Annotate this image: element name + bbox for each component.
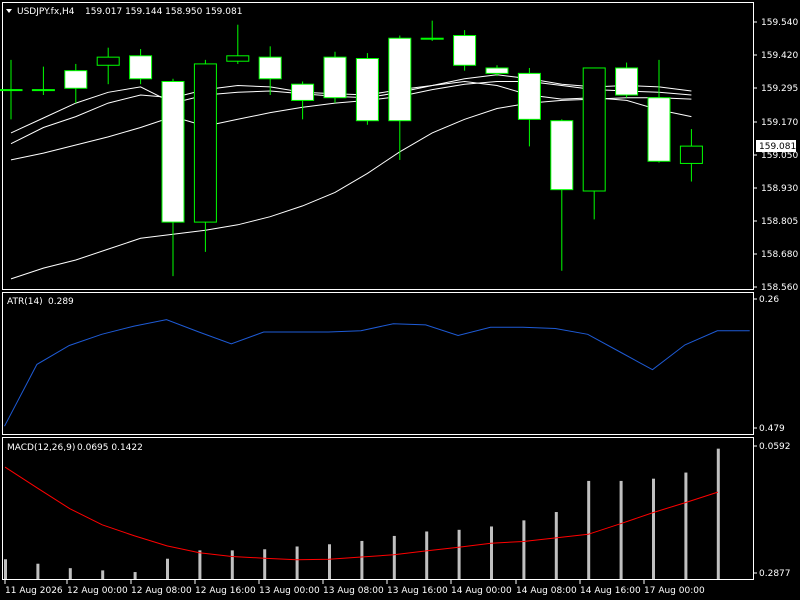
macd-title: MACD(12,26,9) (7, 443, 75, 453)
time-tick-label: 14 Aug 16:00 (580, 586, 641, 596)
time-tick-label: 13 Aug 08:00 (323, 586, 384, 596)
candle-body-bullish (679, 145, 703, 164)
candle-body-bearish (129, 55, 153, 80)
atr-tick-label: 0.479 (759, 424, 785, 434)
macd-histogram-bar (4, 559, 7, 579)
candle-body-bullish (193, 63, 217, 223)
candle-body-bullish (0, 89, 23, 92)
macd-signal-line (4, 466, 718, 561)
candle-body-bullish (420, 37, 444, 40)
macd-histogram-bar (457, 529, 461, 579)
time-tick-label: 17 Aug 00:00 (644, 586, 705, 596)
macd-histogram-bar (230, 550, 234, 579)
candlesticks (0, 20, 703, 277)
macd-histogram-bar (554, 512, 558, 579)
macd-histogram-bar (166, 558, 169, 579)
candle-body-bearish (453, 35, 477, 66)
macd-histogram-bar (684, 472, 688, 579)
time-tick-label: 14 Aug 00:00 (451, 586, 512, 596)
macd-histogram-bar (716, 448, 720, 579)
candle-body-bearish (291, 83, 315, 101)
macd-indicator: 0.2877 0.0592 (4, 442, 791, 579)
price-tick-label: 158.805 (761, 217, 798, 227)
moving-average-line-1 (10, 81, 692, 161)
current-price-tag: 159.081 (759, 142, 796, 152)
price-tick-label: 159.540 (761, 18, 798, 28)
macd-tick-label: 0.2877 (759, 569, 791, 579)
macd-histogram-bar (392, 535, 396, 579)
macd-histogram-bar (425, 531, 429, 579)
candle-body-bearish (388, 37, 412, 122)
candle-body-bearish (258, 56, 282, 80)
time-axis: 11 Aug 2026 12 Aug 00:00 12 Aug 08:00 12 Au… (4, 580, 705, 596)
moving-average-line-3 (10, 80, 692, 134)
candle-body-bullish (226, 55, 250, 62)
macd-histogram-bar (295, 546, 299, 579)
symbol-label: USDJPY.fx,H4 (17, 7, 75, 17)
price-tick-label: 159.420 (761, 51, 798, 61)
candle-body-bearish (64, 70, 88, 89)
candle-body-bearish (485, 67, 509, 74)
candle-body-bearish (550, 120, 574, 191)
macd-histogram-bar (133, 572, 137, 579)
atr-tick-label: 0.26 (759, 295, 779, 305)
price-panel-frame (2, 2, 754, 290)
macd-histogram-bar (328, 544, 331, 579)
time-tick-label: 12 Aug 08:00 (131, 586, 192, 596)
macd-histogram-bar (263, 549, 267, 579)
candle-body-bullish (96, 56, 120, 66)
candle-body-bearish (161, 80, 185, 223)
macd-histogram-bar (36, 563, 40, 579)
price-tick-label: 158.930 (761, 184, 798, 194)
candle-body-bullish (31, 89, 55, 92)
price-tick-label: 158.560 (761, 283, 798, 293)
atr-value: 0.289 (48, 297, 74, 307)
price-tick-label: 159.295 (761, 84, 798, 94)
atr-indicator: 0.479 0.26 (4, 295, 785, 434)
candle-body-bearish (615, 67, 639, 96)
price-tick-label: 158.680 (761, 250, 798, 260)
macd-histogram-bar (587, 480, 591, 579)
time-tick-label: 11 Aug 2026 (5, 586, 63, 596)
candle-body-bearish (647, 97, 671, 162)
price-axis: 159.540 159.420 159.295 159.170 159.050 158.9… (753, 18, 798, 293)
macd-values: 0.0695 0.1422 (77, 443, 143, 453)
time-tick-label: 13 Aug 00:00 (259, 586, 320, 596)
price-tick-label: 159.050 (761, 151, 798, 161)
candle-body-bearish (355, 58, 379, 122)
macd-histogram-bar (198, 550, 202, 579)
candle-body-bearish (517, 72, 541, 120)
macd-panel-frame (2, 437, 754, 580)
macd-histogram-bar (652, 478, 655, 579)
macd-histogram-bar (619, 480, 623, 579)
price-tick-label: 159.170 (761, 118, 798, 128)
moving-average-line-2 (10, 74, 692, 145)
candle-body-bullish (582, 67, 606, 192)
macd-tick-label: 0.0592 (759, 442, 791, 452)
time-tick-label: 14 Aug 08:00 (516, 586, 577, 596)
atr-title: ATR(14) (7, 297, 43, 307)
atr-panel-frame (2, 292, 754, 435)
ohlc-values: 159.017 159.144 158.950 159.081 (85, 7, 242, 17)
moving-average-line-4 (10, 97, 692, 280)
current-price-tag-bg (756, 140, 796, 152)
macd-histogram-bar (360, 540, 364, 579)
time-tick-label: 12 Aug 16:00 (195, 586, 256, 596)
candle-body-bearish (323, 56, 347, 99)
atr-line (4, 319, 750, 427)
macd-histogram-bar (490, 526, 493, 579)
macd-histogram-bar (101, 570, 105, 579)
time-tick-label: 12 Aug 00:00 (67, 586, 128, 596)
macd-histogram-bar (522, 520, 526, 579)
symbol-dropdown-icon[interactable] (6, 9, 12, 13)
moving-averages (10, 74, 692, 280)
time-tick-label: 13 Aug 16:00 (387, 586, 448, 596)
macd-histogram-bar (68, 568, 72, 579)
